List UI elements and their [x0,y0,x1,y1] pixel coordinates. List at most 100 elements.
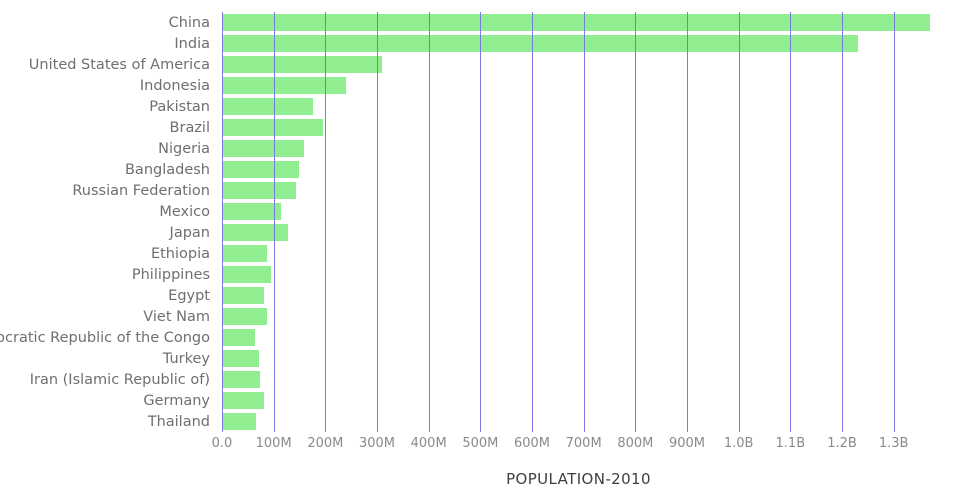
bar-row [222,369,935,390]
category-label: Brazil [169,119,210,136]
bar-brazil[interactable] [222,119,323,136]
bar-row [222,264,935,285]
bar-row [222,348,935,369]
category-label: Iran (Islamic Republic of) [29,371,210,388]
gridline [687,12,688,432]
bar-row [222,96,935,117]
bar-russian-federation[interactable] [222,182,296,199]
category-label-row: Thailand [0,411,216,432]
category-label-row: Turkey [0,348,216,369]
gridline [273,12,275,432]
bar-row [222,327,935,348]
bar-row [222,159,935,180]
category-label-row: Ethiopia [0,243,216,264]
category-label: Japan [169,224,210,241]
bar-row [222,180,935,201]
bar-row [222,75,935,96]
x-axis-tick-label: 500M [462,436,499,451]
category-label-row: Pakistan [0,96,216,117]
gridline [790,12,792,432]
bar-row [222,411,935,432]
category-label-row: Iran (Islamic Republic of) [0,369,216,390]
category-label: Bangladesh [124,161,210,178]
x-axis-tick-label: 1.1B [775,436,806,451]
gridline [635,12,637,432]
category-label-row: Mexico [0,201,216,222]
category-label-row: Japan [0,222,216,243]
bar-row [222,33,935,54]
category-label: Russian Federation [72,182,210,199]
category-label: India [174,35,210,52]
bar-row [222,138,935,159]
bar-viet-nam[interactable] [222,308,268,325]
x-axis-tick-label: 0.0 [211,436,233,451]
bar-row [222,54,935,75]
gridline [842,12,843,432]
bar-nigeria[interactable] [222,140,305,157]
x-axis-tick-label: 400M [410,436,447,451]
bar-row [222,12,935,33]
bar-japan[interactable] [222,224,289,241]
bar-indonesia[interactable] [222,77,346,94]
category-label-row: Indonesia [0,75,216,96]
category-label: Viet Nam [143,308,210,325]
category-label: Philippines [131,266,210,283]
x-axis-tick-label: 1.0B [723,436,754,451]
y-axis-labels: China India United States of America Indone… [0,12,216,432]
category-label: Thailand [147,413,210,430]
category-label-row: Nigeria [0,138,216,159]
bar-ethiopia[interactable] [222,245,268,262]
plot-area [222,12,935,432]
category-label: Egypt [168,287,210,304]
category-label: Nigeria [158,140,210,157]
gridline [583,12,585,432]
bar-egypt[interactable] [222,287,265,304]
category-label-row: Russian Federation [0,180,216,201]
category-label: Mexico [159,203,210,220]
x-axis-tick-label: 300M [358,436,396,451]
category-label-row: China [0,12,216,33]
category-label-row: India [0,33,216,54]
x-axis-title: POPULATION-2010 [506,470,651,488]
gridline [325,12,327,432]
bar-mexico[interactable] [222,203,281,220]
x-axis: 0.0 100M 200M 300M 400M 500M 600M 700M 800M 900M 1… [212,436,935,454]
category-label-row: Philippines [0,264,216,285]
category-label-row: Germany [0,390,216,411]
bar-germany[interactable] [222,392,264,409]
x-axis-tick-label: 100M [255,436,292,451]
bar-democratic-republic-of-the-congo[interactable] [222,329,256,346]
bar-united-states-of-america[interactable] [222,56,382,73]
category-label-row: United States of America [0,54,216,75]
bar-china[interactable] [222,14,930,31]
category-label: China [168,14,210,31]
bar-row [222,201,935,222]
x-axis-tick-label: 800M [617,436,654,451]
bar-row [222,306,935,327]
bar-pakistan[interactable] [222,98,313,115]
category-label: United States of America [28,56,210,73]
bar-thailand[interactable] [222,413,257,430]
gridline [480,12,482,432]
category-label: Pakistan [149,98,210,115]
gridline [893,12,895,432]
bar-bangladesh[interactable] [222,161,299,178]
gridline [428,12,430,432]
category-label: Indonesia [139,77,210,94]
bar-philippines[interactable] [222,266,271,283]
bar-india[interactable] [222,35,858,52]
bar-turkey[interactable] [222,350,260,367]
x-axis-tick-label: 200M [307,436,344,451]
gridline [532,12,533,432]
x-axis-tick-label: 1.3B [878,436,909,451]
x-axis-tick-label: 700M [565,436,602,451]
bar-iran-islamic-republic-of[interactable] [222,371,261,388]
category-label-row: Viet Nam [0,306,216,327]
gridline [377,12,378,432]
bar-row [222,390,935,411]
bar-row [222,243,935,264]
x-axis-tick-label: 900M [668,436,706,451]
bar-row [222,285,935,306]
bar-row [222,222,935,243]
